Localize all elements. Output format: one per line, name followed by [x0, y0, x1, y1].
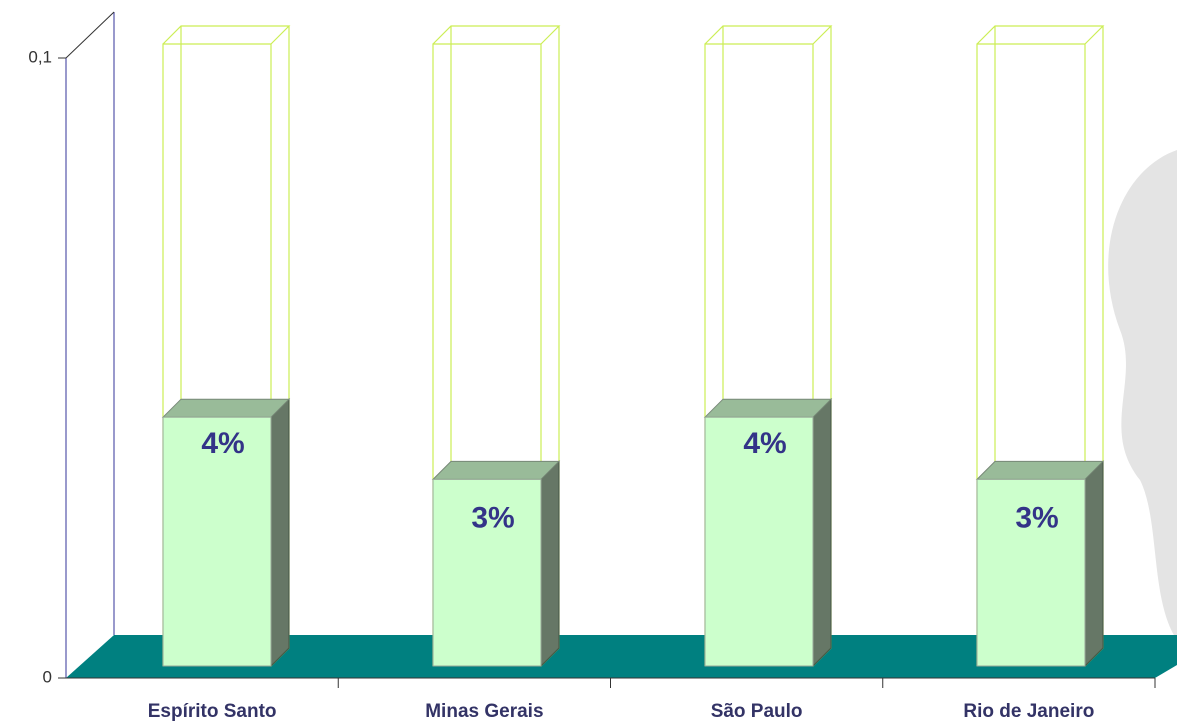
bar-top [703, 398, 833, 418]
bar-side [1084, 460, 1104, 668]
bar-frame [162, 25, 291, 667]
background-decoration [1108, 150, 1177, 640]
bar-frame [432, 25, 561, 667]
x-tick-label: Minas Gerais [425, 701, 543, 722]
value-label: 3% [1015, 501, 1058, 534]
bar-top [975, 460, 1105, 480]
wall-top-edge [65, 11, 115, 59]
plot: 0 0,1 4% Espírito Santo 3% Minas Gerais 4% São … [28, 25, 1156, 722]
bar [162, 416, 272, 667]
bar-side [540, 460, 560, 668]
bar-side [270, 397, 290, 668]
x-tick-label: Espírito Santo [148, 701, 277, 722]
bar-side [812, 397, 832, 668]
bar [432, 478, 542, 667]
value-label: 4% [201, 427, 244, 460]
bar [704, 416, 814, 667]
bar-top [161, 398, 291, 418]
y-tick-label: 0,1 [28, 47, 52, 66]
bar-top [431, 460, 561, 480]
bar [976, 478, 1086, 667]
bar-frame [704, 25, 833, 667]
x-tick-label: São Paulo [711, 701, 803, 722]
value-label: 3% [471, 501, 514, 534]
x-tick-label: Rio de Janeiro [963, 701, 1094, 722]
bar-frame [976, 25, 1105, 667]
y-tick-label: 0 [43, 667, 52, 686]
floor [66, 635, 1177, 678]
value-label: 4% [743, 427, 786, 460]
